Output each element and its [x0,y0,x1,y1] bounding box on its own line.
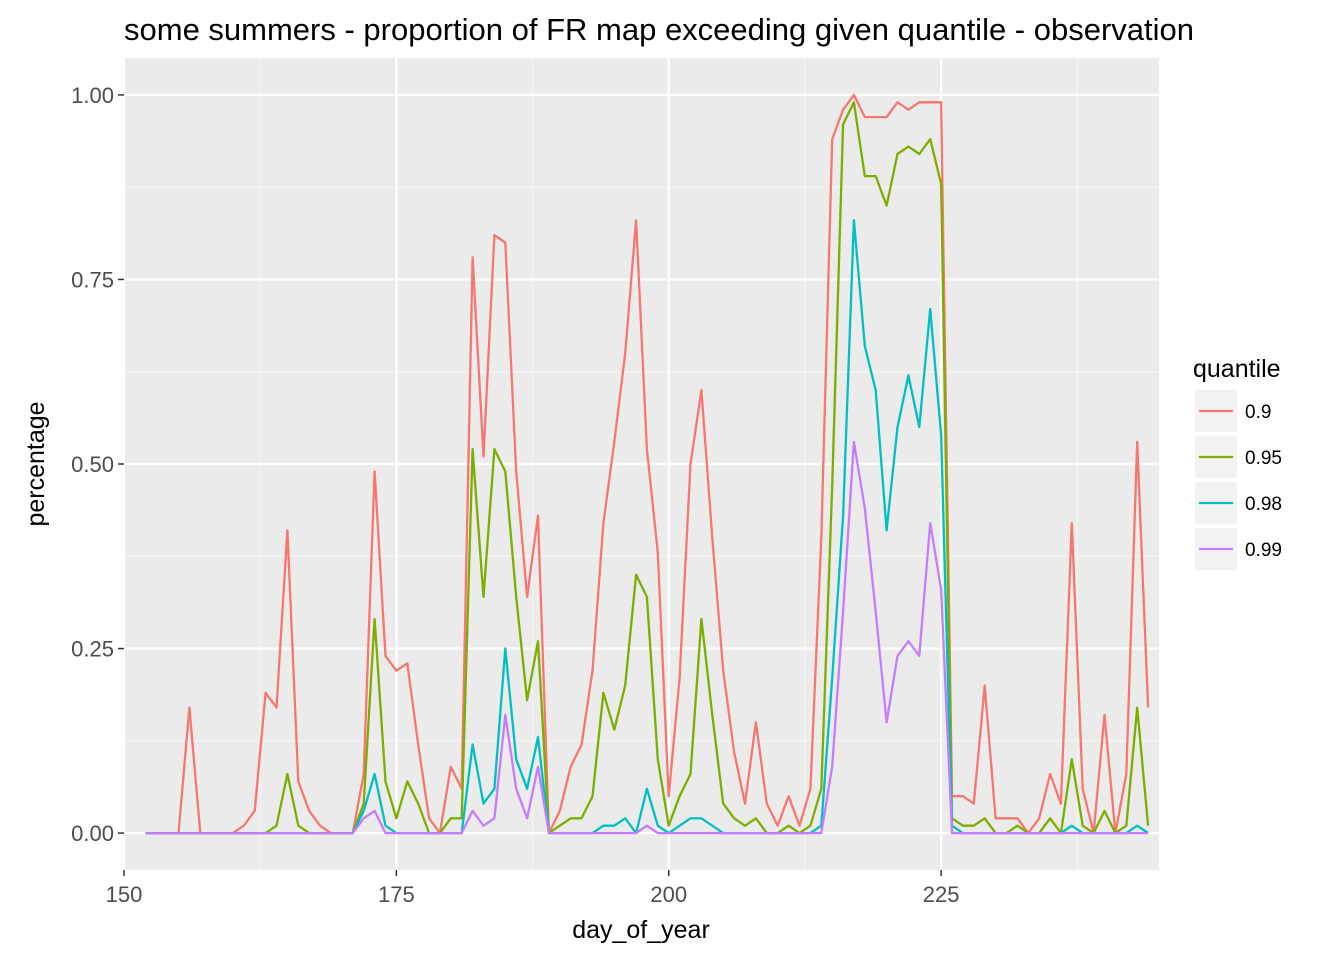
y-tick-label: 0.75 [71,267,114,292]
axes: 150 175 200 225 0.00 0.25 0.50 0.75 1.00 [71,83,959,907]
x-axis-title: day_of_year [572,916,710,944]
legend-item: 0.99 [1195,528,1282,570]
y-tick-label: 0.00 [71,821,114,846]
y-tick-label: 1.00 [71,83,114,108]
x-tick-label: 200 [650,882,687,907]
legend-label: 0.99 [1245,540,1282,561]
legend-title: quantile [1193,355,1281,383]
series-line-0-9 [145,93,1150,835]
legend-label: 0.98 [1245,494,1282,515]
chart-title: some summers - proportion of FR map exce… [124,12,1194,47]
legend-label: 0.9 [1245,402,1271,423]
legend: quantile 0.9 0.95 0.98 0.99 [1193,355,1282,570]
legend-item: 0.9 [1195,390,1271,432]
y-axis-title: percentage [22,401,50,526]
y-tick-label: 0.50 [71,452,114,477]
legend-items: 0.9 0.95 0.98 0.99 [1195,390,1282,570]
legend-label: 0.95 [1245,448,1282,469]
x-tick-label: 150 [106,882,143,907]
legend-item: 0.98 [1195,482,1282,524]
series-line-0-99 [145,440,1149,835]
x-tick-label: 225 [923,882,960,907]
x-tick-label: 175 [378,882,415,907]
y-tick-label: 0.25 [71,637,114,662]
grid-lines [122,58,1159,870]
series-lines [145,93,1150,835]
legend-item: 0.95 [1195,436,1282,478]
